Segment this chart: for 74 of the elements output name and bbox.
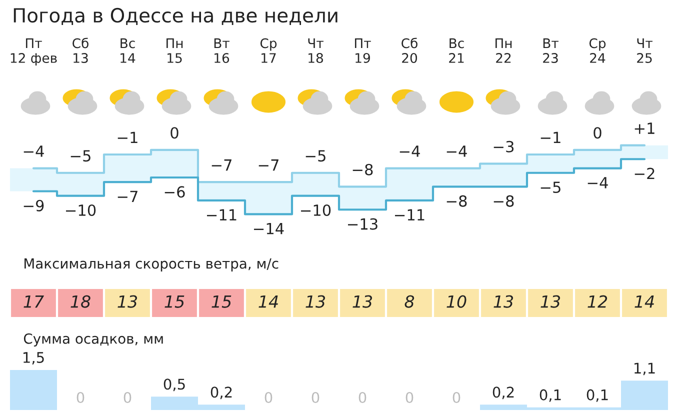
data-label: 13: [540, 295, 560, 308]
x-tick-label: Сб 13: [72, 38, 88, 63]
data-label: −5: [70, 150, 90, 162]
data-label: −11: [206, 209, 236, 220]
data-label: −7: [118, 190, 138, 202]
chart-title: Максимальная скорость ветра, м/с: [24, 258, 278, 272]
data-label: −10: [300, 204, 331, 216]
data-label: 15: [212, 295, 232, 308]
data-label: 0,1: [586, 389, 608, 402]
data-label: −9: [24, 200, 44, 212]
data-label: −5: [306, 150, 326, 162]
x-tick-label: Ср 24: [589, 38, 606, 63]
x-tick-label: Пт 19: [354, 38, 371, 63]
x-tick-label: Вс 14: [120, 38, 136, 63]
data-label: −10: [66, 204, 96, 216]
x-tick-label: Вт 23: [543, 38, 558, 63]
x-tick-label: Чт 18: [308, 38, 324, 63]
x-tick-label: Сб 20: [402, 38, 418, 63]
data-label: −8: [352, 164, 373, 176]
data-label: 0: [264, 392, 272, 404]
data-label: −5: [540, 182, 560, 194]
x-tick-label: Пт 12 фев: [10, 38, 57, 66]
data-label: 0: [594, 127, 602, 139]
data-label: 0: [358, 392, 366, 404]
data-label: −4: [24, 146, 44, 157]
data-label: −7: [258, 159, 278, 171]
data-label: −14: [254, 223, 284, 234]
data-label: 10: [446, 295, 466, 308]
data-label: +1: [634, 122, 654, 134]
data-label: −4: [400, 146, 420, 157]
data-label: 0,1: [540, 389, 561, 402]
data-label: 14: [634, 295, 654, 308]
data-label: 0: [76, 392, 84, 404]
data-label: 0,5: [164, 378, 185, 392]
x-tick-label: Пн 22: [496, 38, 512, 63]
data-label: −2: [634, 168, 654, 180]
chart-title: Погода в Одессе на две недели: [14, 8, 338, 26]
data-label: −4: [446, 146, 467, 157]
bar: [10, 370, 57, 410]
data-label: −1: [540, 132, 560, 144]
data-label: −6: [164, 186, 185, 198]
data-label: 0: [312, 392, 320, 404]
data-label: 15: [164, 295, 184, 308]
data-label: 1,5: [24, 352, 44, 364]
data-label: 8: [404, 295, 414, 308]
data-label: 0,2: [210, 386, 232, 400]
data-label: 0,2: [492, 386, 514, 400]
data-label: 13: [306, 295, 326, 308]
data-label: 0: [124, 392, 132, 404]
data-label: −1: [118, 132, 138, 144]
data-label: 13: [352, 295, 372, 308]
data-label: −3: [494, 140, 514, 152]
chart-title: Сумма осадков, мм: [24, 333, 163, 347]
data-label: 14: [258, 295, 278, 308]
data-label: 0: [170, 127, 178, 139]
data-label: 0: [406, 392, 414, 404]
data-label: 18: [70, 295, 90, 308]
data-label: 12: [588, 295, 608, 308]
x-tick-label: Вс 21: [449, 38, 464, 63]
data-label: 17: [24, 295, 44, 308]
data-label: −4: [588, 177, 608, 188]
data-label: 13: [494, 295, 514, 308]
x-tick-label: Чт 25: [637, 38, 652, 63]
x-tick-label: Ср 17: [260, 38, 277, 63]
data-label: 13: [118, 295, 138, 308]
x-tick-label: Вт 16: [214, 38, 230, 63]
data-label: −7: [212, 159, 232, 171]
data-label: 1,1: [634, 362, 655, 376]
data-label: −8: [494, 195, 514, 207]
x-tick-label: Пн 15: [166, 38, 183, 63]
data-label: −11: [394, 209, 424, 220]
data-label: −8: [446, 195, 467, 207]
data-label: −13: [348, 218, 378, 230]
data-label: 0: [452, 392, 460, 404]
